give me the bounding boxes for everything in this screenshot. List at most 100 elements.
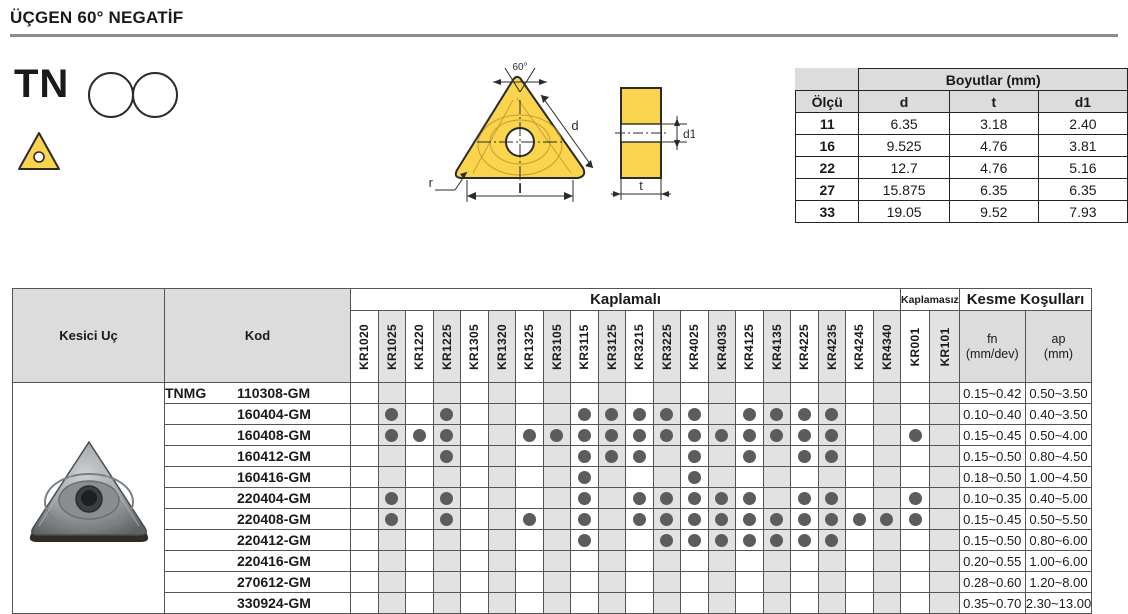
grade-cell-kr4235[interactable]	[817, 466, 846, 488]
grade-cell-kr4125[interactable]	[735, 487, 764, 509]
grade-cell-kr1025[interactable]	[377, 445, 406, 467]
grade-cell-kr101[interactable]	[929, 508, 960, 530]
grade-cell-kr4340[interactable]	[872, 529, 901, 551]
grade-cell-kr1305[interactable]	[460, 571, 489, 593]
grade-cell-kr3115[interactable]	[570, 403, 599, 425]
grade-cell-kr3225[interactable]	[652, 487, 681, 509]
grade-cell-kr4025[interactable]	[680, 424, 709, 446]
grade-cell-kr001[interactable]	[899, 550, 931, 572]
grade-cell-kr1305[interactable]	[460, 550, 489, 572]
grade-cell-kr4035[interactable]	[707, 550, 736, 572]
grade-cell-kr1020[interactable]	[350, 487, 379, 509]
grade-cell-kr1220[interactable]	[405, 529, 434, 551]
grade-cell-kr4225[interactable]	[790, 382, 819, 404]
grade-cell-kr001[interactable]	[899, 403, 931, 425]
grade-cell-kr1020[interactable]	[350, 529, 379, 551]
grade-cell-kr3125[interactable]	[597, 382, 626, 404]
grade-cell-kr4340[interactable]	[872, 487, 901, 509]
grade-cell-kr3115[interactable]	[570, 466, 599, 488]
grade-cell-kr4225[interactable]	[790, 424, 819, 446]
grade-cell-kr4245[interactable]	[845, 571, 874, 593]
grade-cell-kr4025[interactable]	[680, 403, 709, 425]
grade-cell-kr3125[interactable]	[597, 466, 626, 488]
grade-cell-kr4135[interactable]	[762, 466, 791, 488]
grade-cell-kr4340[interactable]	[872, 592, 901, 614]
grade-cell-kr3105[interactable]	[542, 571, 571, 593]
grade-cell-kr001[interactable]	[899, 529, 931, 551]
grade-cell-kr4225[interactable]	[790, 487, 819, 509]
grade-cell-kr3125[interactable]	[597, 445, 626, 467]
grade-cell-kr4340[interactable]	[872, 403, 901, 425]
grade-cell-kr4125[interactable]	[735, 445, 764, 467]
grade-cell-kr1305[interactable]	[460, 487, 489, 509]
grade-cell-kr1325[interactable]	[515, 445, 544, 467]
grade-cell-kr4340[interactable]	[872, 550, 901, 572]
grade-cell-kr4235[interactable]	[817, 424, 846, 446]
grade-cell-kr1225[interactable]	[432, 466, 461, 488]
grade-cell-kr4235[interactable]	[817, 403, 846, 425]
grade-cell-kr3225[interactable]	[652, 466, 681, 488]
grade-cell-kr3225[interactable]	[652, 508, 681, 530]
grade-cell-kr3225[interactable]	[652, 445, 681, 467]
grade-cell-kr3215[interactable]	[625, 445, 654, 467]
grade-cell-kr1305[interactable]	[460, 508, 489, 530]
grade-cell-kr4035[interactable]	[707, 382, 736, 404]
grade-cell-kr1225[interactable]	[432, 487, 461, 509]
grade-cell-kr4025[interactable]	[680, 487, 709, 509]
grade-cell-kr1305[interactable]	[460, 466, 489, 488]
grade-cell-kr4340[interactable]	[872, 445, 901, 467]
grade-cell-kr4025[interactable]	[680, 508, 709, 530]
grade-cell-kr3105[interactable]	[542, 508, 571, 530]
grade-cell-kr4225[interactable]	[790, 403, 819, 425]
grade-cell-kr1325[interactable]	[515, 508, 544, 530]
grade-cell-kr101[interactable]	[929, 487, 960, 509]
grade-cell-kr4125[interactable]	[735, 382, 764, 404]
grade-cell-kr4135[interactable]	[762, 571, 791, 593]
grade-cell-kr4245[interactable]	[845, 529, 874, 551]
grade-cell-kr4245[interactable]	[845, 424, 874, 446]
grade-cell-kr1225[interactable]	[432, 403, 461, 425]
grade-cell-kr1305[interactable]	[460, 403, 489, 425]
grade-cell-kr4035[interactable]	[707, 403, 736, 425]
grade-cell-kr1220[interactable]	[405, 424, 434, 446]
grade-cell-kr1025[interactable]	[377, 592, 406, 614]
grade-cell-kr3215[interactable]	[625, 403, 654, 425]
grade-cell-kr3215[interactable]	[625, 382, 654, 404]
grade-cell-kr3105[interactable]	[542, 382, 571, 404]
grade-cell-kr1320[interactable]	[487, 508, 516, 530]
grade-cell-kr4245[interactable]	[845, 508, 874, 530]
grade-cell-kr4340[interactable]	[872, 424, 901, 446]
grade-cell-kr4025[interactable]	[680, 550, 709, 572]
grade-cell-kr4025[interactable]	[680, 466, 709, 488]
grade-cell-kr3225[interactable]	[652, 550, 681, 572]
grade-cell-kr101[interactable]	[929, 571, 960, 593]
grade-cell-kr1220[interactable]	[405, 487, 434, 509]
grade-cell-kr1020[interactable]	[350, 571, 379, 593]
grade-cell-kr1025[interactable]	[377, 571, 406, 593]
grade-cell-kr3225[interactable]	[652, 424, 681, 446]
grade-cell-kr4125[interactable]	[735, 550, 764, 572]
grade-cell-kr001[interactable]	[899, 508, 931, 530]
grade-cell-kr3225[interactable]	[652, 382, 681, 404]
grade-cell-kr1220[interactable]	[405, 382, 434, 404]
grade-cell-kr4125[interactable]	[735, 592, 764, 614]
grade-cell-kr3125[interactable]	[597, 403, 626, 425]
grade-cell-kr1020[interactable]	[350, 382, 379, 404]
grade-cell-kr1325[interactable]	[515, 424, 544, 446]
grade-cell-kr3105[interactable]	[542, 592, 571, 614]
grade-cell-kr3215[interactable]	[625, 529, 654, 551]
grade-cell-kr4235[interactable]	[817, 529, 846, 551]
grade-cell-kr4135[interactable]	[762, 424, 791, 446]
grade-cell-kr3225[interactable]	[652, 403, 681, 425]
grade-cell-kr4225[interactable]	[790, 550, 819, 572]
grade-cell-kr3115[interactable]	[570, 487, 599, 509]
grade-cell-kr4245[interactable]	[845, 382, 874, 404]
grade-cell-kr3215[interactable]	[625, 550, 654, 572]
grade-cell-kr1025[interactable]	[377, 508, 406, 530]
grade-cell-kr4245[interactable]	[845, 403, 874, 425]
grade-cell-kr4235[interactable]	[817, 382, 846, 404]
grade-cell-kr1025[interactable]	[377, 550, 406, 572]
grade-cell-kr1305[interactable]	[460, 529, 489, 551]
grade-cell-kr4235[interactable]	[817, 487, 846, 509]
grade-cell-kr1220[interactable]	[405, 403, 434, 425]
